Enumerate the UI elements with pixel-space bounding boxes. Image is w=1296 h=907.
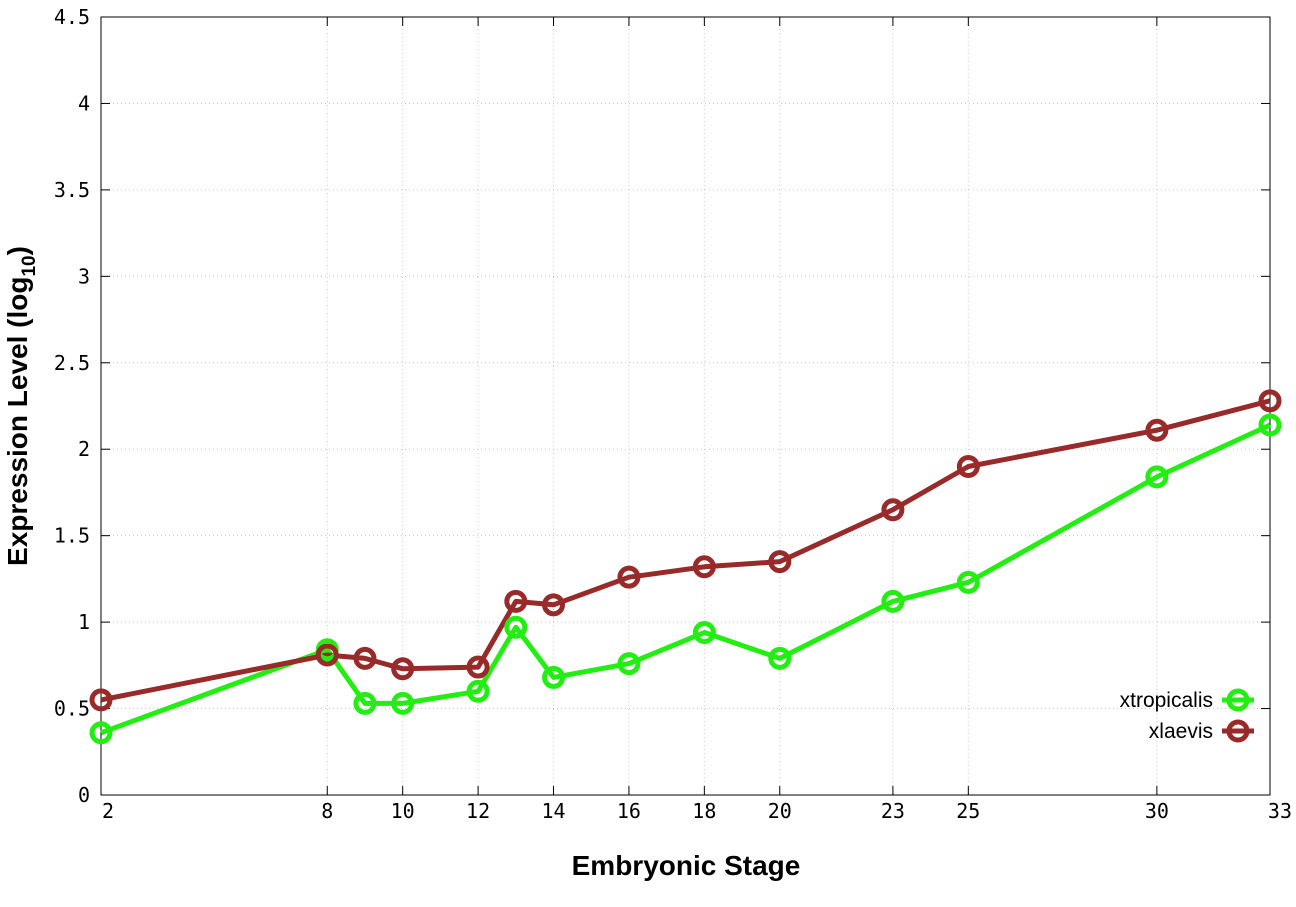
y-tick-label: 3.5	[54, 178, 90, 202]
y-axis-title-end: )	[2, 246, 33, 255]
data-point-xlaevis	[617, 565, 641, 589]
data-point-xtropicalis	[881, 589, 905, 613]
y-tick-label: 0.5	[54, 697, 90, 721]
y-axis-title: Expression Level (log10)	[2, 246, 40, 566]
legend-marker-xlaevis	[1226, 719, 1250, 743]
series-lines	[100, 398, 1272, 736]
y-tick-label: 2.5	[54, 351, 90, 375]
data-point-xtropicalis	[504, 615, 528, 639]
data-point-xtropicalis	[768, 646, 792, 670]
x-tick-label: 30	[1145, 799, 1169, 823]
x-tick-label: 23	[881, 799, 905, 823]
x-tick-label: 33	[1268, 799, 1292, 823]
data-point-xlaevis	[692, 555, 716, 579]
x-tick-label: 12	[466, 799, 490, 823]
x-tick-label: 14	[541, 799, 565, 823]
series-line-xtropicalis	[100, 422, 1272, 736]
axis-ticks	[100, 16, 1271, 796]
y-tick-label: 4	[78, 91, 90, 115]
data-point-xlaevis	[956, 455, 980, 479]
data-point-xtropicalis	[353, 691, 377, 715]
data-point-xlaevis	[315, 643, 339, 667]
x-tick-label: 10	[391, 799, 415, 823]
data-point-xlaevis	[542, 593, 566, 617]
x-tick-label: 25	[956, 799, 980, 823]
data-point-xtropicalis	[542, 665, 566, 689]
y-axis-title-main: Expression Level (log	[2, 277, 33, 566]
data-point-xlaevis	[391, 657, 415, 681]
y-tick-label: 0	[78, 783, 90, 807]
legend-marker-xtropicalis	[1226, 688, 1250, 712]
data-point-xlaevis	[768, 550, 792, 574]
data-point-xtropicalis	[391, 691, 415, 715]
series-line-xlaevis	[100, 398, 1271, 703]
data-point-xtropicalis	[617, 652, 641, 676]
x-axis-title: Embryonic Stage	[572, 850, 801, 881]
y-tick-label: 2	[78, 437, 90, 461]
tick-labels: 0 0.5 1 1.5 2 2.5 3 3.5 4 4.5 2 8 10 12 14 16 18 20 23 25 30…	[54, 5, 1292, 823]
legend: xtropicalis xlaevis	[1120, 688, 1254, 743]
y-tick-label: 1	[78, 610, 90, 634]
legend-label-xlaevis: xlaevis	[1149, 720, 1213, 743]
grid-lines	[101, 17, 1270, 795]
x-tick-label: 16	[617, 799, 641, 823]
x-tick-label: 20	[768, 799, 792, 823]
data-point-xlaevis	[1258, 389, 1282, 413]
y-tick-label: 4.5	[54, 5, 90, 29]
data-point-xlaevis	[89, 688, 113, 712]
data-point-xtropicalis	[692, 620, 716, 644]
data-point-xlaevis	[466, 655, 490, 679]
data-point-xlaevis	[881, 498, 905, 522]
data-point-xtropicalis	[1258, 413, 1282, 437]
x-tick-label: 8	[321, 799, 333, 823]
data-point-xtropicalis	[956, 570, 980, 594]
y-tick-label: 1.5	[54, 524, 90, 548]
x-tick-label: 2	[102, 799, 114, 823]
data-point-xtropicalis	[1145, 465, 1169, 489]
legend-label-xtropicalis: xtropicalis	[1120, 689, 1213, 712]
data-point-xlaevis	[353, 646, 377, 670]
y-axis-title-subscript: 10	[19, 255, 40, 276]
data-point-xtropicalis	[89, 721, 113, 745]
series-points	[89, 389, 1282, 745]
data-point-xtropicalis	[466, 679, 490, 703]
x-tick-label: 18	[692, 799, 716, 823]
data-point-xlaevis	[1145, 418, 1169, 442]
data-point-xlaevis	[504, 589, 528, 613]
y-tick-label: 3	[78, 264, 90, 288]
plot-frame	[100, 16, 1271, 796]
